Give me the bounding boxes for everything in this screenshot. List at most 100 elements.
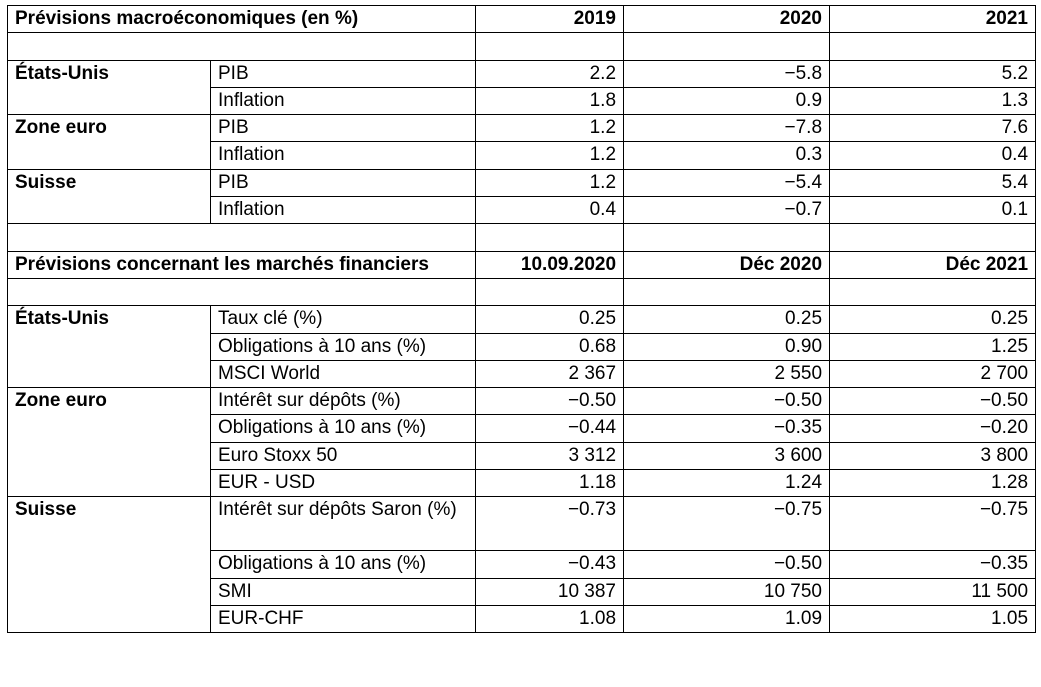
value-cell: 0.3 [623,141,831,170]
region-label-empty [7,442,211,470]
data-row: Suisse PIB 1.2 −5.4 5.4 [7,168,1037,198]
spacer-cell [829,277,1037,307]
value-cell: 0.9 [623,86,831,116]
value-cell: −0.50 [829,387,1037,416]
spacer-cell [6,277,477,307]
value-cell: 1.2 [475,141,625,170]
row-label: PIB [209,168,477,198]
row-label: PIB [209,114,477,143]
value-cell: −0.75 [829,496,1037,552]
row-label: Obligations à 10 ans (%) [209,332,477,361]
value-cell: 1.2 [475,114,625,143]
region-label-empty [7,578,211,606]
value-cell: 0.25 [475,305,625,334]
data-row: Inflation 1.8 0.9 1.3 [7,86,1037,116]
row-label: Obligations à 10 ans (%) [209,550,477,579]
region-label-empty [7,333,211,361]
row-label: SMI [209,577,477,606]
row-label: MSCI World [209,359,477,389]
value-cell: −0.35 [829,550,1037,579]
region-label-empty [7,605,211,634]
value-cell: −7.8 [623,114,831,143]
value-cell: 1.8 [475,86,625,116]
data-row: SMI 10 387 10 750 11 500 [7,577,1037,606]
value-cell: −0.7 [623,196,831,225]
row-label: EUR - USD [209,469,477,498]
value-cell: 1.25 [829,332,1037,361]
region-label-empty [7,87,211,116]
region-label: Zone euro [7,387,211,415]
data-row: MSCI World 2 367 2 550 2 700 [7,359,1037,389]
value-cell: 0.1 [829,196,1037,225]
row-label: PIB [209,59,477,88]
value-cell: 5.2 [829,59,1037,88]
data-row: Zone euro PIB 1.2 −7.8 7.6 [7,114,1037,143]
data-row: Suisse Intérêt sur dépôts Saron (%) −0.73−… [7,496,1037,552]
value-cell: −5.8 [623,59,831,88]
region-label: Zone euro [7,114,211,142]
spacer-row [6,223,1037,252]
spacer-row [6,277,1037,307]
value-cell: −0.75 [623,496,831,552]
row-label: Euro Stoxx 50 [209,441,477,471]
section-header-row: Prévisions concernant les marchés financ… [6,250,1037,279]
row-label: Intérêt sur dépôts (%) [209,387,477,416]
data-row: EUR - USD 1.18 1.24 1.28 [7,469,1037,498]
value-cell: 3 800 [829,441,1037,471]
spacer-cell [829,223,1037,252]
value-cell: 0.4 [829,141,1037,170]
value-cell: 11 500 [829,577,1037,606]
value-cell: −0.50 [623,550,831,579]
data-row: Euro Stoxx 50 3 312 3 600 3 800 [7,441,1037,471]
value-cell: 7.6 [829,114,1037,143]
value-cell: −0.73 [475,496,625,552]
row-label: Inflation [209,86,477,116]
region-label-empty [7,469,211,498]
spacer-cell [475,277,625,307]
value-cell: 3 600 [623,441,831,471]
row-label: Intérêt sur dépôts Saron (%) [209,496,477,552]
value-cell: 1.2 [475,168,625,198]
value-cell: −0.44 [475,414,625,443]
value-cell: 1.18 [475,469,625,498]
data-row: Inflation 0.4 −0.7 0.1 [7,196,1037,225]
data-row: États-Unis Taux clé (%) 0.25 0.25 0.25 [7,305,1037,334]
value-cell: 0.25 [623,305,831,334]
region-label: États-Unis [7,59,211,88]
value-cell: 0.4 [475,196,625,225]
value-cell: 0.90 [623,332,831,361]
value-cell: 10 387 [475,577,625,606]
region-label: Suisse [7,496,211,551]
value-cell: −0.50 [475,387,625,416]
region-label-empty [7,414,211,443]
spacer-cell [6,32,477,61]
value-cell: 10 750 [623,577,831,606]
column-header: Déc 2021 [829,250,1037,279]
spacer-cell [623,32,831,61]
value-cell: 5.4 [829,168,1037,198]
row-label: Inflation [209,196,477,225]
data-row: Obligations à 10 ans (%) −0.44 −0.35 −0.20 [7,414,1037,443]
value-cell: 2 367 [475,359,625,389]
column-header: 2021 [829,4,1037,34]
value-cell: 2 700 [829,359,1037,389]
region-label: Suisse [7,168,211,197]
data-row: Obligations à 10 ans (%) −0.43 −0.50 −0.35 [7,550,1037,579]
region-label-empty [7,196,211,225]
row-label: Obligations à 10 ans (%) [209,414,477,443]
column-header: 2020 [623,4,831,34]
row-label: EUR-CHF [209,604,477,634]
forecast-table-body: Prévisions macroéconomiques (en %) 2019 20… [6,4,1037,634]
value-cell: 1.28 [829,469,1037,498]
value-cell: 1.08 [475,604,625,634]
value-cell: 1.24 [623,469,831,498]
region-label: États-Unis [7,305,211,334]
region-label-empty [7,360,211,389]
region-label-empty [7,141,211,170]
value-cell: 1.09 [623,604,831,634]
column-header: 2019 [475,4,625,34]
spacer-row [6,32,1037,61]
spacer-cell [475,32,625,61]
value-cell: 3 312 [475,441,625,471]
spacer-cell [829,32,1037,61]
